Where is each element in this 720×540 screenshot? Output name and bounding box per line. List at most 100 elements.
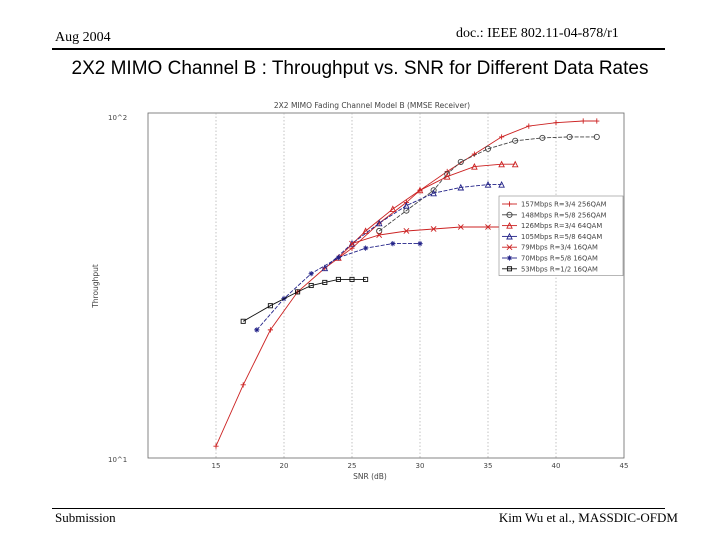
data-point [375,219,383,227]
legend-label: 70Mbps R=5/8 16QAM [521,255,598,263]
data-point [308,282,314,289]
x-axis-label: SNR (dB) [353,472,387,481]
x-tick-label: 15 [212,462,221,470]
data-point [471,162,478,170]
data-point [308,271,314,277]
legend-label: 148Mbps R=5/8 256QAM [521,211,607,219]
series-4 [321,180,505,272]
data-point [267,303,273,309]
data-point [511,160,519,168]
data-point [457,224,464,230]
data-point [254,327,260,333]
data-point [506,266,513,272]
x-tick-label: 45 [620,462,629,470]
header-doc-id: doc.: IEEE 802.11-04-878/r1 [456,26,619,41]
data-point [485,224,491,230]
data-point [416,186,424,194]
footer-submission: Submission [55,510,116,525]
data-point [349,276,355,282]
series-1 [213,118,600,449]
data-point [335,255,341,261]
data-point [389,205,397,213]
data-point [443,172,451,180]
data-point [376,232,383,238]
data-point [267,327,273,333]
data-point [335,276,341,282]
data-point [498,160,505,168]
y-axis-label: Throughput [91,264,100,309]
footer-authors: Kim Wu et al., MASSDIC-OFDM [498,510,678,525]
legend-label: 126Mbps R=3/4 64QAM [521,222,602,230]
x-tick-label: 35 [484,462,493,470]
plot-area [147,112,625,459]
data-point [594,118,600,124]
data-point [240,382,246,388]
data-point [363,276,369,282]
data-point [553,120,559,126]
data-point [240,318,246,324]
data-point [580,118,586,124]
header-date: Aug 2004 [55,30,111,45]
data-point [430,226,437,232]
series-line [215,120,597,447]
series-2 [376,133,600,235]
legend-label: 157Mbps R=3/4 256QAM [521,201,607,209]
data-point [506,221,513,229]
y-tick-label-top: 10^2 [108,114,127,122]
x-tick-labels: 15 20 25 30 35 40 45 [212,462,629,470]
x-tick-label: 40 [552,462,561,470]
data-point [390,241,396,247]
data-point [566,133,573,140]
grid [215,113,557,458]
data-point [403,202,410,209]
data-point [321,264,329,272]
legend: 157Mbps R=3/4 256QAM 148Mbps R=5/8 256QAM… [498,195,624,276]
series-line [351,226,502,245]
legend-entry: 148Mbps R=5/8 256QAM [502,211,607,219]
legend-entry: 105Mbps R=5/8 64QAM [502,232,602,241]
data-point [593,133,600,140]
data-point [512,137,519,144]
data-point [484,145,492,152]
data-point [457,158,464,165]
data-point [430,189,437,197]
data-point [403,228,410,234]
legend-label: 79Mbps R=3/4 16QAM [521,244,598,252]
data-point [362,227,369,235]
data-point [363,245,369,251]
data-point [213,443,219,449]
data-point [417,241,423,247]
data-point [506,244,513,251]
legend-entry: 126Mbps R=3/4 64QAM [502,221,602,230]
data-point [295,289,301,295]
data-point [506,201,513,207]
legend-box [498,195,624,276]
series-3 [335,160,519,261]
chart-title: 2X2 MIMO Fading Channel Model B (MMSE Re… [274,101,470,110]
series-layer [213,118,600,449]
data-point [506,255,513,261]
legend-label: 53Mbps R=1/2 16QAM [521,265,598,273]
x-tick-label: 25 [348,462,357,470]
series-line [378,136,597,232]
data-point [322,279,328,285]
legend-entry: 157Mbps R=3/4 256QAM [502,201,607,209]
slide-title: 2X2 MIMO Channel B : Throughput vs. SNR … [71,58,649,79]
series-7 [240,276,369,324]
legend-entry: 70Mbps R=5/8 16QAM [502,255,598,263]
legend-entry: 53Mbps R=1/2 16QAM [502,265,598,273]
x-tick-label: 20 [280,462,289,470]
data-point [539,134,546,141]
legend-entry: 79Mbps R=3/4 16QAM [502,244,598,252]
data-point [457,183,465,191]
header-rule [52,48,665,50]
data-point [506,211,513,218]
data-point [484,180,492,188]
y-tick-label-bottom: 10^1 [108,456,127,464]
data-point [506,232,513,240]
footer-rule [52,508,665,509]
data-point [376,227,383,235]
legend-label: 105Mbps R=5/8 64QAM [521,233,602,241]
series-line [324,184,502,269]
